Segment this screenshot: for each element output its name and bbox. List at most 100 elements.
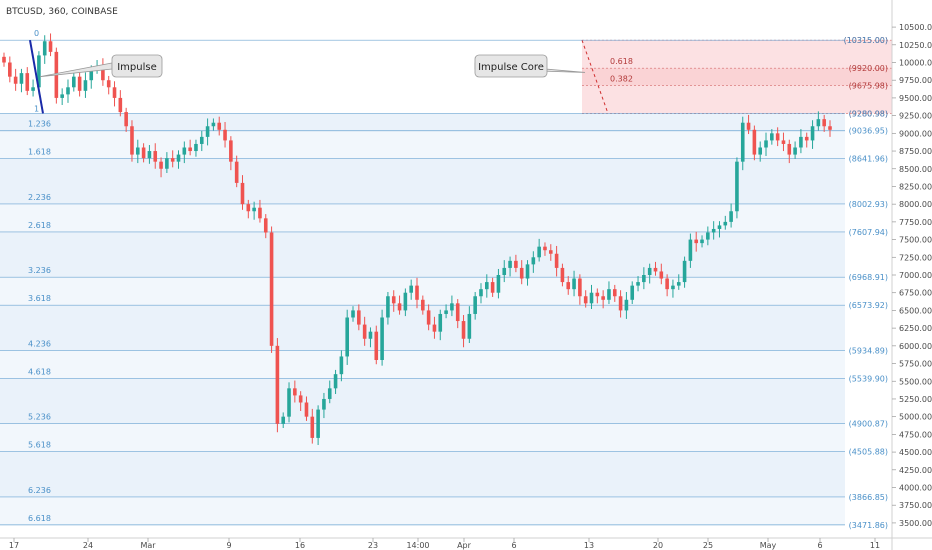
candle-body	[653, 267, 658, 272]
candle-body	[450, 303, 454, 311]
fib-bands	[0, 113, 845, 525]
candle-body	[746, 122, 751, 130]
y-tick-label: 10000.00	[899, 59, 932, 68]
candle-body	[60, 94, 64, 98]
candle-body	[205, 126, 210, 137]
candle-body	[409, 285, 413, 293]
fib-price-label: (8002.93)	[849, 200, 888, 209]
candle-body	[391, 296, 396, 304]
candle-body	[775, 133, 780, 141]
candle-body	[467, 313, 472, 339]
candle-body	[519, 267, 524, 279]
candle-body	[752, 129, 757, 155]
candle-body	[473, 296, 477, 314]
candle-body	[607, 289, 611, 300]
fib-price-label: (6573.92)	[849, 301, 888, 310]
fib-ratio-label: 3.618	[28, 294, 51, 303]
candle-body	[362, 324, 367, 339]
x-tick-label: Apr	[457, 541, 472, 550]
fib-price-label: (7607.94)	[849, 228, 888, 237]
candle-body	[717, 225, 722, 229]
candle-body	[2, 56, 6, 63]
candle-body	[368, 331, 373, 339]
callouts: Impulse Impulse Core	[39, 54, 586, 78]
candle-body	[182, 147, 187, 155]
candle-body	[706, 232, 710, 240]
candle-body	[799, 136, 803, 148]
y-tick-label: 6500.00	[899, 306, 932, 315]
fib-ratio-label: 3.236	[28, 266, 51, 275]
callout-label: Impulse Core	[478, 62, 544, 73]
x-tick-label: 14:00	[406, 541, 429, 550]
y-tick-label: 7250.00	[899, 253, 932, 262]
fib-ratio-label: 5.618	[28, 441, 51, 450]
fib-ratio-label: 2.618	[28, 221, 51, 230]
core-zone-inner	[582, 68, 892, 86]
candle-body	[252, 207, 256, 212]
fib-band	[0, 423, 845, 452]
candle-body	[397, 303, 402, 311]
callout-box	[474, 54, 548, 78]
y-tick-label: 8000.00	[899, 200, 932, 209]
candle-body	[694, 239, 699, 244]
candle-body	[432, 324, 437, 332]
y-tick-label: 9500.00	[899, 94, 932, 103]
candle-body	[380, 317, 384, 360]
candle-body	[316, 409, 320, 438]
y-tick-label: 5500.00	[899, 377, 932, 386]
candle-body	[327, 388, 332, 399]
candle-body	[211, 122, 216, 127]
candle-body	[671, 285, 675, 290]
candle-body	[636, 282, 640, 286]
candle-body	[700, 239, 704, 244]
candle-body	[485, 282, 489, 290]
x-tick-label: 11	[870, 541, 880, 550]
candle-body	[421, 299, 425, 311]
candle-body	[351, 310, 355, 318]
fib-price-label: (4900.87)	[849, 420, 888, 429]
candle-body	[682, 260, 687, 283]
candle-body	[455, 303, 460, 322]
y-tick-label: 4750.00	[899, 430, 932, 439]
fib-band	[0, 231, 845, 278]
candle-body	[345, 317, 349, 357]
candle-body	[543, 246, 547, 251]
candle-body	[298, 395, 303, 403]
x-tick-label: 17	[9, 541, 19, 550]
fib-band	[0, 113, 845, 131]
candle-body	[595, 292, 600, 297]
candle-body	[374, 331, 379, 360]
y-tick-label: 8500.00	[899, 165, 932, 174]
y-tick-label: 9000.00	[899, 129, 932, 138]
x-tick-label: 25	[703, 541, 713, 550]
candle-body	[165, 158, 169, 169]
candle-body	[438, 313, 443, 332]
x-tick-label: 6	[511, 541, 516, 550]
candle-body	[229, 140, 233, 162]
candle-body	[444, 310, 448, 314]
candle-body	[461, 321, 466, 339]
fib-price-label: (5539.90)	[849, 374, 888, 383]
fib-ratio-label: 1.236	[28, 120, 51, 129]
candle-body	[601, 296, 605, 300]
fib-ratio-label: 1.618	[28, 148, 51, 157]
candle-body	[426, 310, 431, 325]
candle-body	[566, 282, 571, 290]
y-tick-label: 7500.00	[899, 236, 932, 245]
x-tick-label: 13	[584, 541, 594, 550]
candle-body	[781, 140, 786, 144]
candle-body	[508, 260, 512, 268]
y-tick-label: 8750.00	[899, 147, 932, 156]
candle-body	[77, 76, 82, 91]
core-price-label: (9920.00)	[849, 64, 888, 73]
fib-price-label: (6968.91)	[849, 273, 888, 282]
x-tick-label: 16	[295, 541, 305, 550]
impulse-line	[29, 40, 44, 114]
fib-ratio-label: 6.618	[28, 514, 51, 523]
x-tick-label: Mar	[140, 541, 156, 550]
candle-body	[293, 388, 297, 396]
fib-price-label: (8641.96)	[849, 155, 888, 164]
candle-body	[72, 76, 76, 88]
